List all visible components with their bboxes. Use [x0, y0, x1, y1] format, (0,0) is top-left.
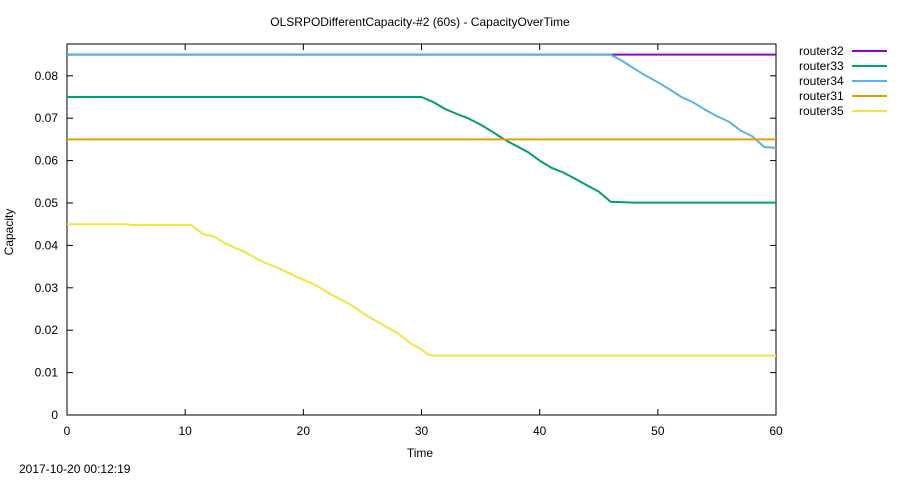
legend-label-router33: router33	[799, 59, 844, 73]
x-tick-label: 10	[178, 424, 192, 438]
legend-label-router31: router31	[799, 89, 844, 103]
timestamp: 2017-10-20 00:12:19	[19, 462, 131, 476]
series-line-router34	[67, 53, 777, 149]
y-tick-label: 0.04	[35, 238, 59, 252]
plot-frame	[66, 43, 777, 416]
legend-label-router32: router32	[799, 44, 844, 58]
chart-title: OLSRPODifferentCapacity-#2 (60s) - Capac…	[270, 15, 570, 29]
x-axis-label: Time	[407, 446, 434, 460]
legend-label-router34: router34	[799, 74, 844, 88]
plot-border	[66, 43, 777, 416]
y-tick-label: 0.03	[35, 281, 59, 295]
y-tick-label: 0.05	[35, 196, 59, 210]
y-tick-label: 0.02	[35, 323, 59, 337]
x-tick-label: 60	[769, 424, 783, 438]
y-tick-label: 0	[51, 408, 58, 422]
x-tick-label: 20	[297, 424, 311, 438]
legend-label-router35: router35	[799, 104, 844, 118]
y-axis-label: Capacity	[2, 209, 16, 256]
x-tick-label: 50	[651, 424, 665, 438]
series-line-router33	[67, 96, 776, 204]
x-tick-label: 0	[64, 424, 71, 438]
y-tick-label: 0.01	[35, 366, 59, 380]
axis-ticks: 0 10 20 30 40 50 60 0 0.01 0.02 0.03 0.04 0.05 0.06 0.…	[35, 44, 783, 438]
x-tick-label: 40	[533, 424, 547, 438]
series-lines	[67, 53, 777, 357]
y-tick-label: 0.08	[35, 69, 59, 83]
y-tick-label: 0.07	[35, 111, 59, 125]
series-line-router35	[67, 223, 776, 357]
y-tick-label: 0.06	[35, 154, 59, 168]
x-tick-label: 30	[415, 424, 429, 438]
